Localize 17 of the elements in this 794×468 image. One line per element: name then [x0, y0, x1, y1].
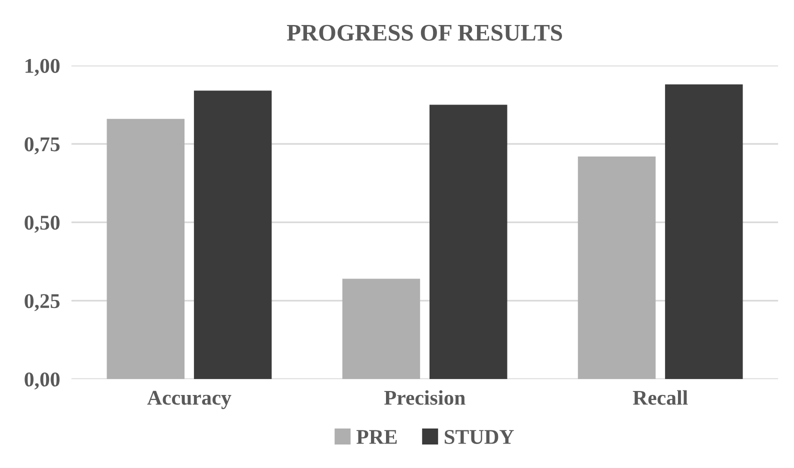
- y-tick-label: 0,25: [24, 294, 60, 312]
- y-tick-label: 0,00: [24, 372, 60, 390]
- bar: [430, 104, 508, 380]
- y-tick-label: 1,00: [26, 58, 60, 76]
- bar: [665, 84, 743, 380]
- x-tick-label: Recall: [632, 390, 688, 405]
- bar: [342, 278, 420, 380]
- y-tick-label: 0,50: [24, 216, 60, 233]
- x-tick-label: Precision: [384, 390, 466, 405]
- bar: [194, 90, 272, 380]
- bar: [106, 118, 185, 380]
- legend-label: PRE: [356, 430, 397, 444]
- y-tick-label: 0,75: [24, 137, 60, 154]
- bar: [578, 156, 656, 380]
- chart-title: PROGRESS OF RESULTS: [286, 24, 562, 41]
- x-tick-label: Accuracy: [147, 390, 232, 410]
- legend-label: STUDY: [444, 430, 514, 444]
